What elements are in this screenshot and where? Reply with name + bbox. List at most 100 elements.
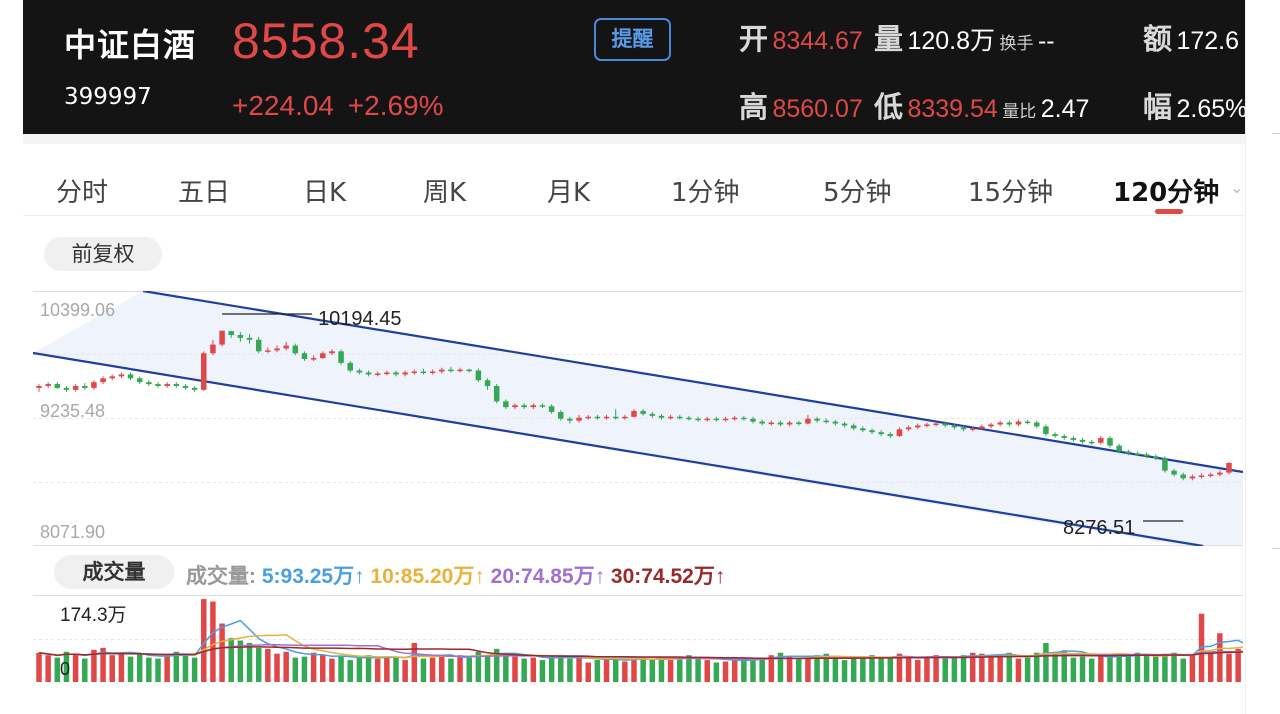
- candle-body: [576, 417, 582, 421]
- candle-body: [887, 434, 894, 437]
- candle-body: [722, 418, 729, 421]
- candle-body: [997, 422, 1003, 425]
- candle-body: [219, 330, 225, 345]
- candle-body: [933, 423, 939, 426]
- candle-body: [786, 422, 793, 425]
- volume-bar: [1061, 650, 1067, 682]
- candle-body: [969, 428, 976, 430]
- volume-bar: [393, 657, 399, 682]
- candle-body: [1052, 434, 1058, 437]
- candle-body: [228, 331, 234, 335]
- volume-bar: [741, 660, 747, 682]
- volume-indicator-button[interactable]: 成交量: [54, 555, 174, 589]
- candle-body: [338, 351, 344, 363]
- candle-body: [384, 372, 390, 375]
- candle-body: [1226, 462, 1232, 473]
- tab-weekly-k[interactable]: 周K: [423, 178, 467, 208]
- period-tabs: 分时 五日 日K 周K 月K 1分钟 5分钟 15分钟 120分钟 ⌄: [23, 134, 1245, 216]
- volume-bar: [1125, 656, 1132, 682]
- volume-bar: [155, 658, 161, 682]
- volume-bar: [448, 658, 454, 682]
- candle-body: [960, 427, 967, 430]
- tab-monthly-k[interactable]: 月K: [547, 178, 591, 208]
- volume-bar: [1088, 658, 1095, 682]
- candle-body: [1116, 445, 1122, 452]
- candle-body: [1125, 451, 1132, 454]
- candle-body: [475, 370, 482, 381]
- candle-body: [301, 353, 308, 360]
- candle-body: [750, 418, 756, 422]
- candle-body: [567, 418, 573, 421]
- tab-timeshare[interactable]: 分时: [56, 178, 109, 208]
- volume-bar: [201, 599, 207, 682]
- volume-chart[interactable]: 174.3万 0: [33, 595, 1243, 685]
- candle-body: [54, 384, 61, 388]
- volume-bar: [786, 656, 793, 682]
- candle-body: [713, 418, 720, 421]
- candle-body: [942, 423, 948, 426]
- kline-chart[interactable]: 10399.06 9235.48 8071.90 10194.45 8276.51: [33, 291, 1243, 546]
- candle-body: [136, 378, 143, 383]
- candle-body: [585, 416, 591, 419]
- volume-bar: [841, 660, 848, 682]
- max-price-label: 10194.45: [318, 308, 401, 330]
- candle-body: [274, 348, 280, 351]
- candle-body: [521, 405, 527, 408]
- tab-1min[interactable]: 1分钟: [671, 178, 740, 208]
- volume-bar: [1098, 655, 1104, 682]
- tab-5min[interactable]: 5分钟: [823, 178, 892, 208]
- volume-bar: [338, 656, 344, 682]
- price-change: +224.04 +2.69%: [232, 90, 444, 122]
- stat-amount: 额 172.6: [1143, 24, 1240, 56]
- candle-body: [768, 422, 775, 425]
- candle-body: [860, 428, 866, 431]
- ma10-legend: 10:85.20万: [370, 565, 475, 588]
- candle-body: [558, 411, 564, 419]
- volume-bar: [805, 657, 811, 682]
- candle-body: [631, 411, 637, 417]
- volume-bar: [979, 653, 985, 682]
- candle-body: [182, 385, 189, 388]
- candle-body: [924, 424, 930, 426]
- tab-120min[interactable]: 120分钟: [1113, 178, 1220, 208]
- volume-bar: [173, 651, 180, 682]
- candle-body: [658, 415, 665, 418]
- candle-body: [374, 373, 381, 375]
- alert-button[interactable]: 提醒: [594, 18, 671, 61]
- tab-daily-k[interactable]: 日K: [303, 178, 347, 208]
- volume-bar: [36, 652, 42, 682]
- scrollbar-track[interactable]: [1245, 0, 1280, 714]
- volume-bar: [493, 648, 500, 682]
- candle-body: [1107, 437, 1113, 446]
- candle-body: [512, 405, 518, 408]
- stat-volume: 量 120.8万 换手 --: [874, 24, 1055, 56]
- volume-bar: [1235, 648, 1241, 682]
- volume-bar: [466, 657, 472, 682]
- volume-bar: [347, 660, 353, 682]
- left-margin: [0, 0, 23, 714]
- candle-body: [1162, 458, 1168, 471]
- candle-body: [127, 374, 134, 379]
- volume-bar: [594, 660, 601, 682]
- volume-bar: [374, 658, 381, 682]
- volume-bar: [63, 651, 70, 682]
- volume-bar: [320, 655, 326, 682]
- candle-body: [1061, 436, 1067, 438]
- candle-body: [265, 350, 271, 352]
- volume-bar: [1198, 613, 1205, 682]
- candle-body: [420, 371, 427, 374]
- volume-bar: [45, 655, 51, 682]
- tab-15min[interactable]: 15分钟: [968, 178, 1054, 208]
- candle-body: [82, 385, 88, 388]
- candle-body: [237, 334, 244, 338]
- chevron-down-icon[interactable]: ⌄: [1230, 178, 1244, 197]
- candle-body: [878, 432, 884, 435]
- change-percent: +2.69%: [347, 90, 444, 121]
- price-adjust-button[interactable]: 前复权: [44, 237, 162, 271]
- tab-five-day[interactable]: 五日: [178, 178, 231, 208]
- stock-name: 中证白酒: [64, 26, 197, 64]
- candle-body: [622, 416, 628, 419]
- candle-body: [100, 378, 106, 383]
- channel-lower-line: [33, 351, 1204, 546]
- ma20-legend: 20:74.85万: [490, 565, 595, 588]
